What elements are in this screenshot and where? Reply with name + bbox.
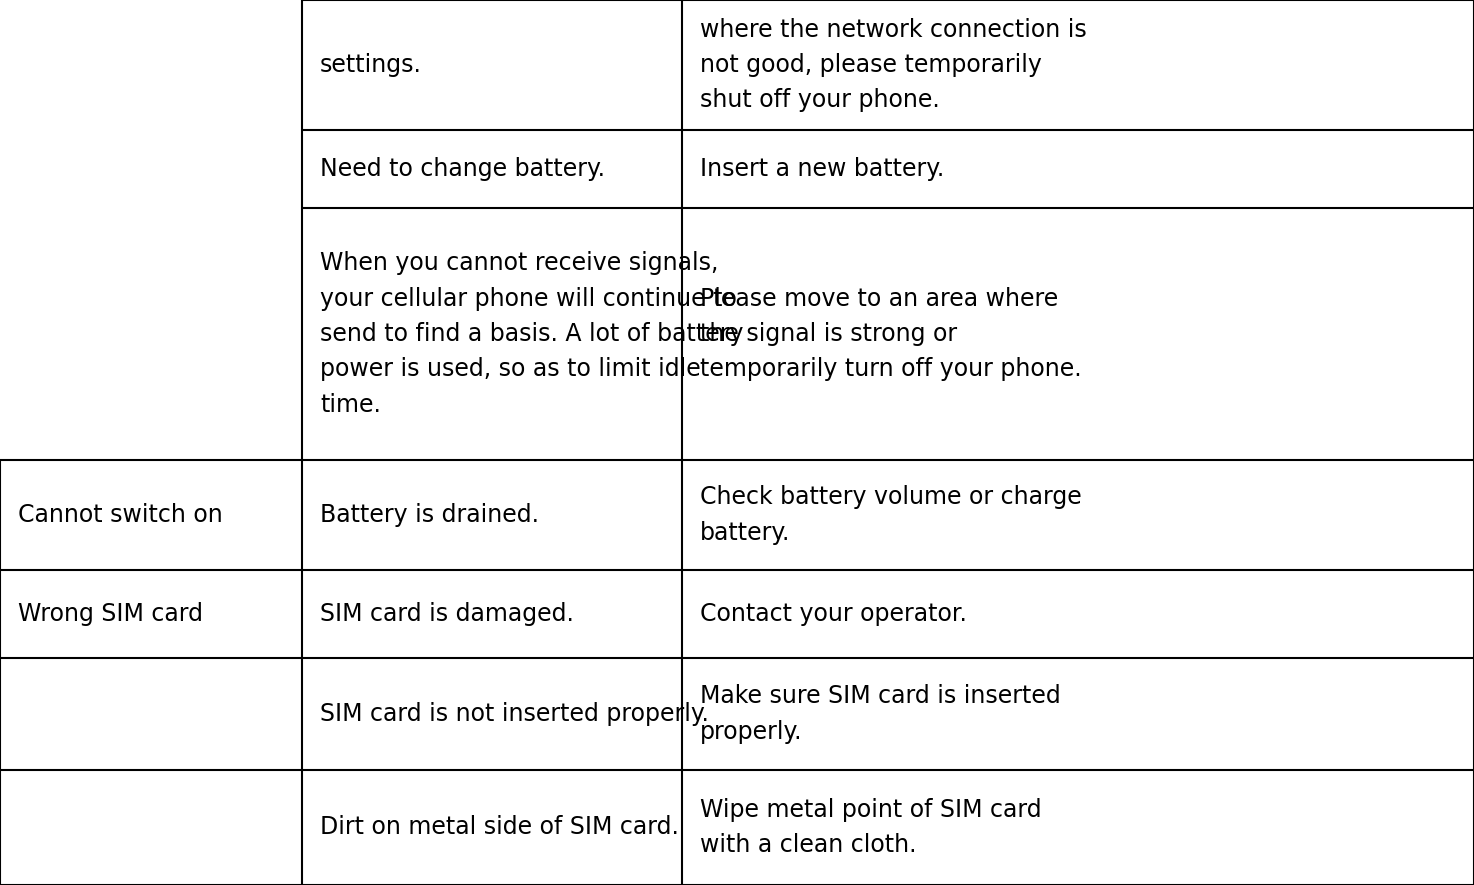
Text: Please move to an area where
the signal is strong or
temporarily turn off your p: Please move to an area where the signal … bbox=[700, 287, 1082, 381]
Text: When you cannot receive signals,
your cellular phone will continue to
send to fi: When you cannot receive signals, your ce… bbox=[320, 251, 743, 417]
Text: SIM card is damaged.: SIM card is damaged. bbox=[320, 602, 573, 626]
Text: Need to change battery.: Need to change battery. bbox=[320, 157, 604, 181]
Text: Dirt on metal side of SIM card.: Dirt on metal side of SIM card. bbox=[320, 815, 680, 840]
Text: Wipe metal point of SIM card
with a clean cloth.: Wipe metal point of SIM card with a clea… bbox=[700, 797, 1042, 858]
Text: Wrong SIM card: Wrong SIM card bbox=[18, 602, 203, 626]
Text: Make sure SIM card is inserted
properly.: Make sure SIM card is inserted properly. bbox=[700, 684, 1061, 743]
Text: Cannot switch on: Cannot switch on bbox=[18, 503, 223, 527]
Text: SIM card is not inserted properly.: SIM card is not inserted properly. bbox=[320, 702, 709, 726]
Text: Contact your operator.: Contact your operator. bbox=[700, 602, 967, 626]
Text: Check battery volume or charge
battery.: Check battery volume or charge battery. bbox=[700, 485, 1082, 544]
Text: Battery is drained.: Battery is drained. bbox=[320, 503, 539, 527]
Text: Insert a new battery.: Insert a new battery. bbox=[700, 157, 945, 181]
Text: where the network connection is
not good, please temporarily
shut off your phone: where the network connection is not good… bbox=[700, 18, 1086, 112]
Text: settings.: settings. bbox=[320, 53, 422, 77]
